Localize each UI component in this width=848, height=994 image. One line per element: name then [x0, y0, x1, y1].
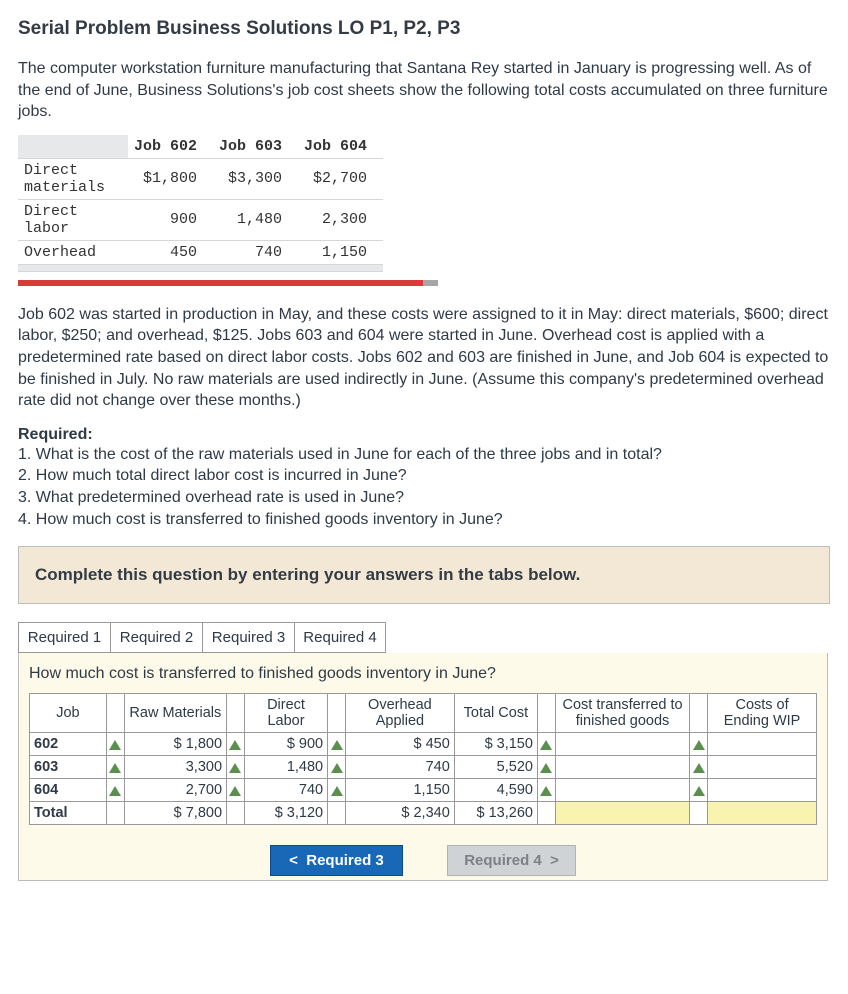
triangle-icon[interactable]: [537, 733, 555, 756]
hdr-direct-labor: Direct Labor: [244, 694, 327, 733]
triangle-icon[interactable]: [106, 733, 124, 756]
cell-604-wip[interactable]: [708, 779, 817, 802]
hdr-total-cost: Total Cost: [454, 694, 537, 733]
cell-total-tc: $ 13,260: [454, 802, 537, 825]
triangle-icon[interactable]: [328, 756, 346, 779]
tab-strip: Required 1 Required 2 Required 3 Require…: [18, 622, 830, 653]
tab-required-2[interactable]: Required 2: [110, 622, 202, 653]
tab-required-1[interactable]: Required 1: [18, 622, 110, 653]
cell-602-xfer[interactable]: [555, 733, 689, 756]
hdr-cost-transferred: Cost transferred to finished goods: [555, 694, 689, 733]
triangle-icon[interactable]: [690, 733, 708, 756]
required-1: 1. What is the cost of the raw materials…: [18, 444, 830, 466]
required-4: 4. How much cost is transferred to finis…: [18, 509, 830, 531]
cell-602-rm[interactable]: $ 1,800: [124, 733, 226, 756]
col-job-602: Job 602: [128, 135, 213, 159]
cell-603-wip[interactable]: [708, 756, 817, 779]
answer-table: Job Raw Materials Direct Labor Overhead …: [29, 693, 817, 825]
cell-603-xfer[interactable]: [555, 756, 689, 779]
triangle-icon[interactable]: [227, 756, 245, 779]
triangle-icon[interactable]: [227, 779, 245, 802]
required-3: 3. What predetermined overhead rate is u…: [18, 487, 830, 509]
triangle-icon[interactable]: [690, 779, 708, 802]
cell-602-dl[interactable]: $ 900: [244, 733, 327, 756]
body-text: Job 602 was started in production in May…: [18, 304, 830, 412]
cell-603-rm[interactable]: 3,300: [124, 756, 226, 779]
row-overhead: Overhead: [18, 240, 128, 264]
triangle-icon[interactable]: [328, 779, 346, 802]
triangle-icon[interactable]: [106, 779, 124, 802]
cell-604-oh[interactable]: 1,150: [346, 779, 455, 802]
triangle-icon[interactable]: [106, 756, 124, 779]
cell-total-oh: $ 2,340: [346, 802, 455, 825]
hdr-job: Job: [30, 694, 107, 733]
cell-total-dl: $ 3,120: [244, 802, 327, 825]
cell-603-oh[interactable]: 740: [346, 756, 455, 779]
prev-button[interactable]: < Required 3: [270, 845, 403, 876]
triangle-icon[interactable]: [227, 733, 245, 756]
required-heading: Required:: [18, 426, 830, 444]
instruction-banner: Complete this question by entering your …: [18, 546, 830, 604]
chevron-left-icon: <: [289, 852, 298, 869]
question-panel: How much cost is transferred to finished…: [18, 653, 828, 881]
cell-604-tc: 4,590: [454, 779, 537, 802]
hdr-overhead: Overhead Applied: [346, 694, 455, 733]
cell-604-xfer[interactable]: [555, 779, 689, 802]
triangle-icon[interactable]: [537, 756, 555, 779]
row-602-job: 602: [30, 733, 107, 756]
tab-required-3[interactable]: Required 3: [202, 622, 294, 653]
triangle-icon[interactable]: [690, 756, 708, 779]
cell-602-wip[interactable]: [708, 733, 817, 756]
progress-bar: [18, 280, 438, 286]
cell-602-oh[interactable]: $ 450: [346, 733, 455, 756]
cell-total-wip[interactable]: [708, 802, 817, 825]
cell-604-rm[interactable]: 2,700: [124, 779, 226, 802]
page-title: Serial Problem Business Solutions LO P1,…: [18, 18, 830, 40]
intro-text: The computer workstation furniture manuf…: [18, 58, 830, 123]
col-job-603: Job 603: [213, 135, 298, 159]
row-603-job: 603: [30, 756, 107, 779]
cell-total-rm: $ 7,800: [124, 802, 226, 825]
question-text: How much cost is transferred to finished…: [29, 665, 817, 683]
hdr-raw-materials: Raw Materials: [124, 694, 226, 733]
row-total-job: Total: [30, 802, 107, 825]
triangle-icon[interactable]: [537, 779, 555, 802]
required-2: 2. How much total direct labor cost is i…: [18, 465, 830, 487]
next-button[interactable]: Required 4 >: [447, 845, 576, 876]
cell-total-xfer[interactable]: [555, 802, 689, 825]
chevron-right-icon: >: [550, 852, 559, 869]
col-job-604: Job 604: [298, 135, 383, 159]
cell-604-dl[interactable]: 740: [244, 779, 327, 802]
row-direct-labor: Direct labor: [18, 199, 128, 240]
hdr-ending-wip: Costs of Ending WIP: [708, 694, 817, 733]
cell-603-dl[interactable]: 1,480: [244, 756, 327, 779]
job-cost-table: Job 602 Job 603 Job 604 Direct materials…: [18, 135, 383, 272]
cell-603-tc: 5,520: [454, 756, 537, 779]
cell-602-tc: $ 3,150: [454, 733, 537, 756]
row-direct-materials: Direct materials: [18, 158, 128, 199]
tab-required-4[interactable]: Required 4: [294, 622, 386, 653]
triangle-icon[interactable]: [328, 733, 346, 756]
row-604-job: 604: [30, 779, 107, 802]
